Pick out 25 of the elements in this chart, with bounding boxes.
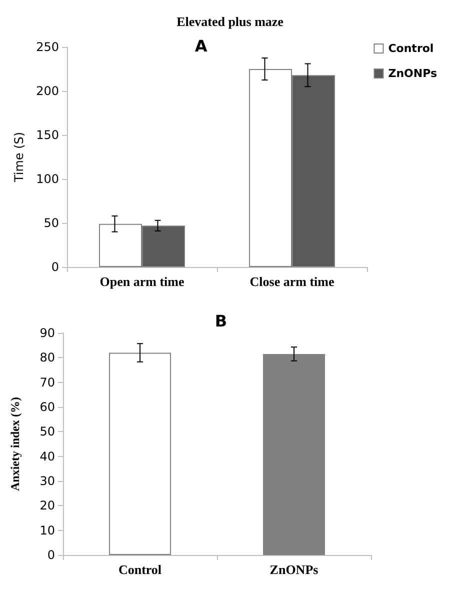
chart-subtitle: A	[194, 36, 208, 56]
chart-title: B	[214, 312, 228, 330]
y-tick-label: 50	[44, 216, 59, 230]
x-tick-label: Close arm time	[250, 274, 334, 289]
y-tick-label: 90	[40, 326, 55, 340]
y-tick-label: 40	[40, 449, 55, 464]
x-tick-label: Open arm time	[100, 274, 184, 289]
y-tick-label: 80	[40, 350, 55, 365]
y-axis-title: Anxiety index (%)	[8, 397, 22, 491]
y-tick-label: 60	[40, 400, 55, 414]
y-tick-label: 50	[40, 424, 55, 439]
chart-title: Elevated plus maze	[176, 14, 284, 29]
legend-label: Control	[388, 42, 434, 55]
y-tick-label: 150	[36, 128, 59, 142]
y-tick-label: 0	[47, 548, 55, 562]
y-tick-label: 20	[40, 498, 55, 513]
y-tick-label: 70	[40, 375, 55, 390]
y-tick-label: 250	[36, 40, 59, 54]
y-tick-label: 10	[40, 523, 55, 538]
y-tick-label: 100	[36, 172, 59, 186]
y-tick-label: 200	[36, 84, 59, 98]
y-axis-title: Time (S)	[12, 132, 26, 184]
y-tick-label: 0	[51, 260, 59, 274]
legend-label: ZnONPs	[388, 67, 438, 80]
y-tick-label: 30	[40, 474, 55, 488]
